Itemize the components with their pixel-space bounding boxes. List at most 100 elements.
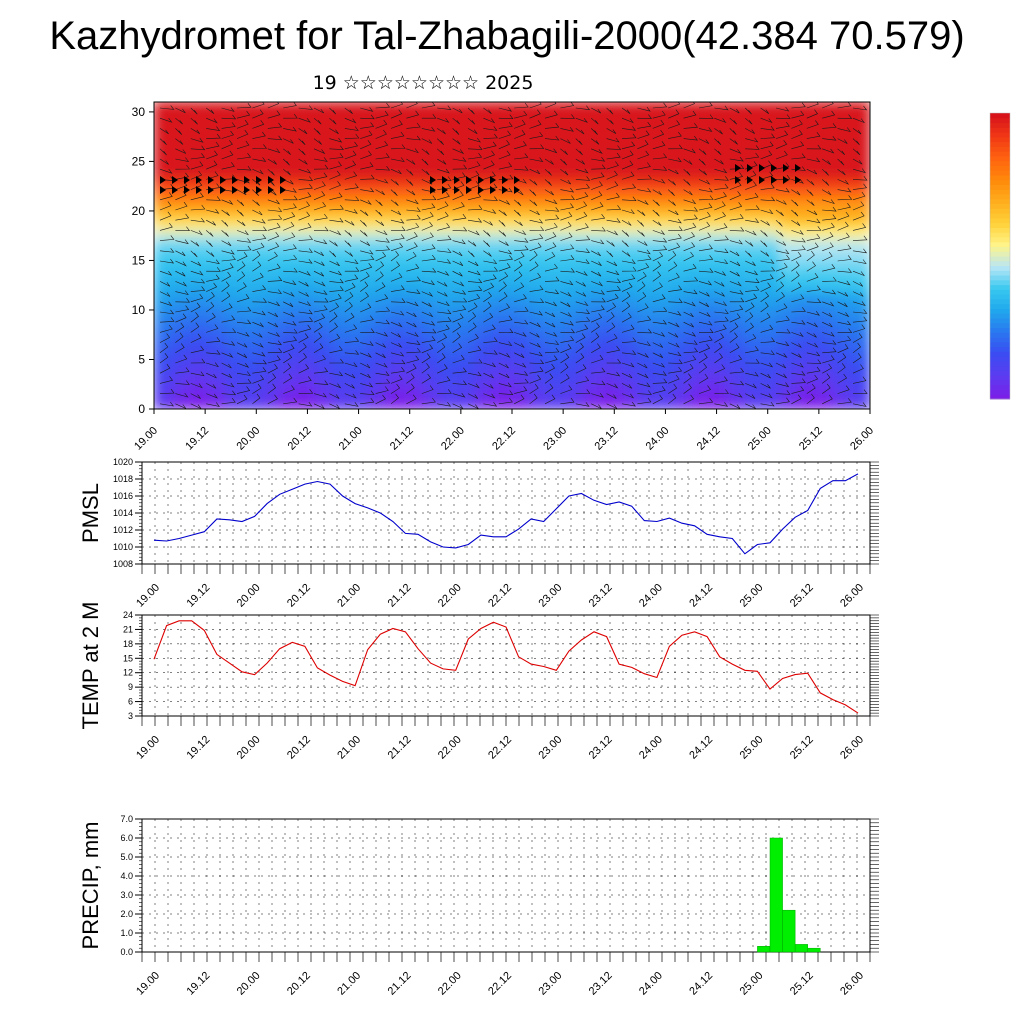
wind-barb	[837, 363, 846, 374]
field-cell	[690, 146, 710, 158]
wind-barb	[390, 209, 402, 216]
wind-barb	[406, 148, 419, 154]
colorbar-segment	[990, 332, 1010, 338]
field-cell	[707, 281, 728, 293]
wind-barb	[498, 271, 509, 282]
field-cell	[367, 200, 388, 212]
xtick-label: 25.12	[797, 425, 825, 453]
wind-barb	[791, 282, 802, 292]
wind-barb	[483, 219, 493, 226]
wind-barb	[452, 332, 461, 343]
field-cell	[475, 227, 496, 239]
wind-barb	[375, 342, 386, 348]
wind-barb	[698, 114, 714, 119]
xtick-label: 23.00	[536, 582, 564, 610]
field-cell	[403, 344, 424, 356]
field-cell	[582, 191, 603, 203]
wind-barb	[390, 367, 405, 374]
field-cell	[475, 191, 496, 203]
field-cell	[690, 299, 710, 311]
field-cell	[654, 371, 675, 383]
wind-barb	[560, 280, 574, 286]
wind-barb	[852, 191, 866, 201]
wind-barb	[637, 362, 648, 369]
wind-barb	[591, 239, 605, 245]
wind-pennant	[172, 176, 178, 184]
field-cell	[224, 317, 245, 329]
field-cell	[188, 155, 209, 167]
wind-barb	[775, 130, 789, 139]
field-cell	[475, 119, 496, 131]
field-cell	[618, 281, 639, 293]
wind-barb	[452, 138, 461, 145]
wind-barb	[267, 135, 283, 141]
wind-barb	[529, 218, 544, 224]
wind-barb	[467, 393, 479, 399]
wind-barb	[467, 286, 483, 292]
wind-barb	[637, 255, 652, 262]
xtick-label: 22.12	[486, 970, 514, 998]
field-cell	[385, 317, 406, 329]
wind-barb	[652, 271, 662, 282]
field-cell	[600, 155, 621, 167]
wind-barb	[544, 232, 557, 241]
field-cell	[779, 380, 800, 392]
grid	[142, 461, 870, 565]
xtick-label: 20.12	[285, 582, 313, 610]
field-cell	[475, 389, 496, 401]
field-cell	[564, 128, 585, 140]
wind-barb	[406, 363, 417, 374]
ytick-label: 10	[132, 303, 146, 317]
wind-barb	[298, 281, 309, 287]
field-cell	[439, 362, 460, 374]
wind-barb	[760, 291, 770, 303]
wind-barb	[313, 250, 324, 257]
field-cell	[672, 110, 692, 122]
field-cell	[564, 326, 585, 338]
field-cell	[797, 200, 818, 212]
wind-barb	[329, 312, 338, 323]
wind-barb	[544, 122, 560, 129]
field-cell	[725, 281, 746, 293]
ytick-label: 0	[138, 402, 145, 416]
wind-barb	[375, 319, 390, 325]
wind-barb	[221, 209, 230, 217]
wind-barb	[714, 364, 726, 374]
wind-barb	[298, 342, 307, 354]
colorbar-segment	[990, 165, 1010, 171]
field-cell	[332, 236, 352, 248]
temperature-field	[154, 102, 870, 409]
wind-barb	[698, 244, 713, 252]
wind-barb	[791, 362, 804, 368]
field-cell	[260, 164, 281, 176]
grid	[142, 614, 870, 717]
wind-barb	[159, 192, 173, 201]
wind-barb	[575, 402, 590, 407]
field-cell	[707, 191, 728, 203]
field-cell	[600, 344, 621, 356]
field-cell	[457, 146, 478, 158]
wind-barb	[283, 188, 297, 193]
wind-barb	[529, 374, 542, 384]
field-cell	[761, 236, 782, 248]
wind-barb	[529, 250, 538, 262]
field-cell	[672, 245, 692, 257]
wind-barb	[390, 310, 405, 316]
wind-barb	[668, 157, 682, 163]
wind-barb	[621, 291, 631, 303]
xtick-label: 23.00	[541, 425, 569, 453]
field-cell	[188, 290, 209, 302]
wind-barb	[221, 281, 230, 292]
wind-barb	[406, 276, 421, 282]
field-cell	[725, 326, 746, 338]
field-cell	[314, 191, 334, 203]
xtick-label: 19.00	[134, 970, 162, 998]
wind-barb	[159, 148, 167, 156]
wind-barb	[298, 259, 313, 264]
wind-barb	[544, 263, 558, 272]
wind-barb	[514, 319, 529, 325]
wind-barb	[190, 270, 204, 276]
field-cell	[528, 146, 549, 158]
field-cell	[815, 245, 836, 257]
wind-barb	[683, 289, 698, 295]
